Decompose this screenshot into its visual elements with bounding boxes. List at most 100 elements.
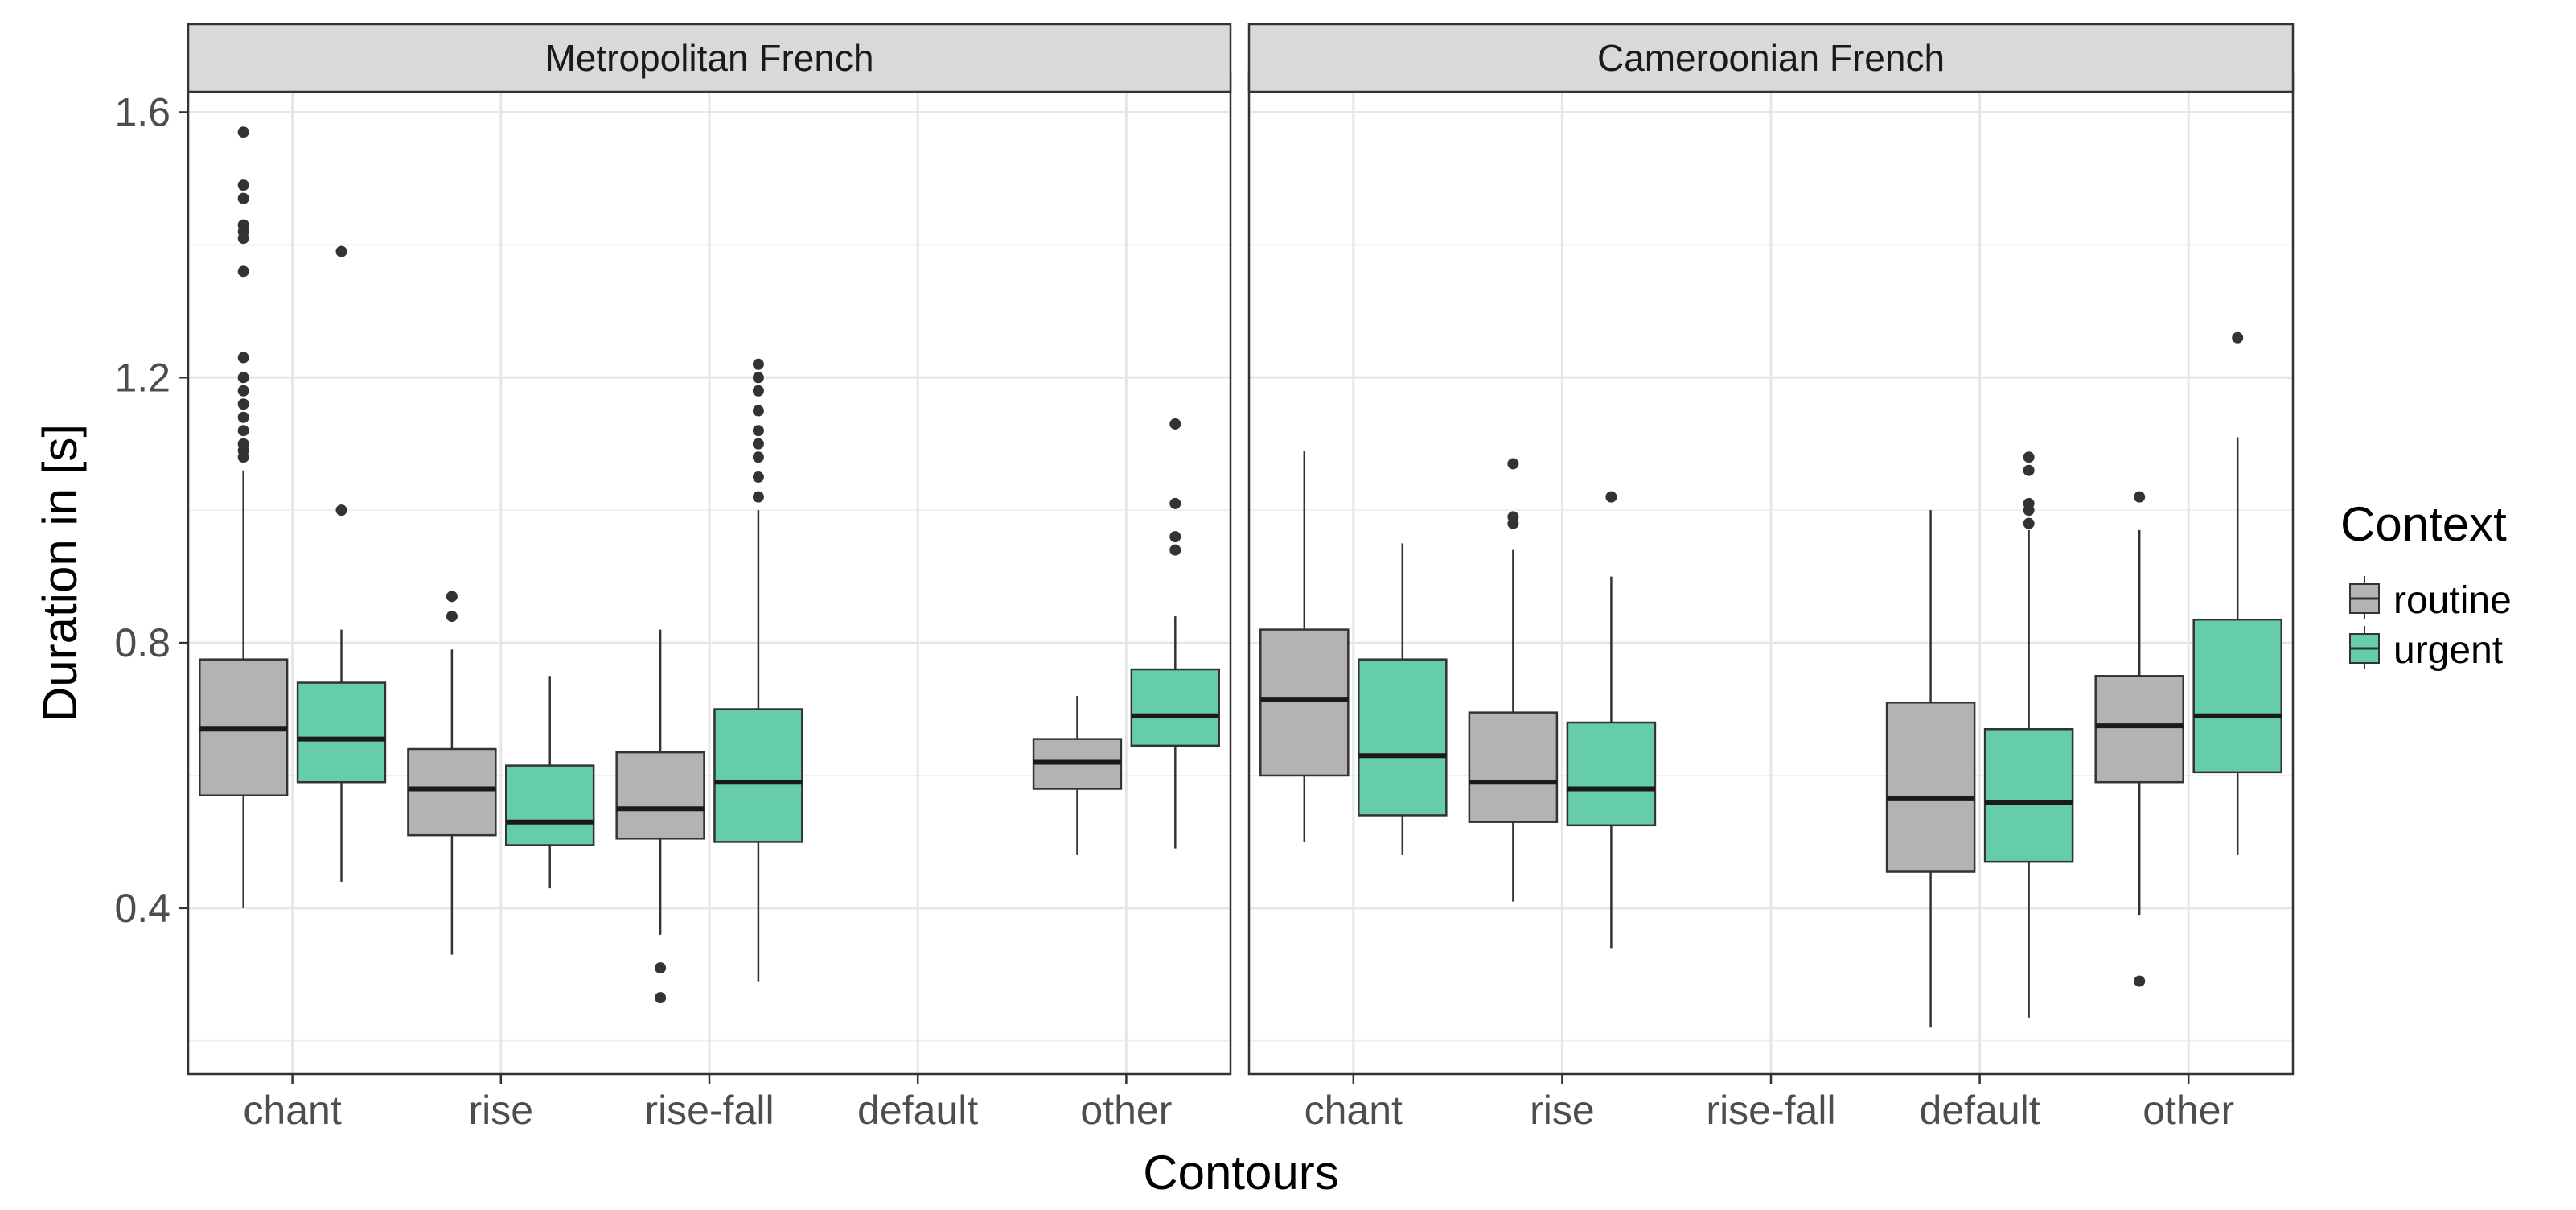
outlier-point (237, 385, 249, 397)
x-tick-label: rise (1530, 1088, 1595, 1133)
legend: Context routine urgent (2340, 497, 2512, 672)
box-body (1566, 721, 1657, 827)
outlier-point (2023, 497, 2035, 509)
outlier-point (2232, 331, 2244, 344)
outlier-point (237, 425, 249, 437)
outlier-point (1169, 418, 1181, 430)
outlier-point (237, 219, 249, 231)
outlier-point (1605, 491, 1617, 503)
x-tick-label: rise (469, 1088, 534, 1133)
y-tick-label: 1.2 (114, 355, 171, 400)
y-axis-title: Duration in [s] (33, 424, 87, 722)
box-chant-urgent (1358, 543, 1448, 855)
outlier-point (446, 591, 458, 603)
outlier-point (752, 358, 764, 370)
outlier-point (1507, 458, 1519, 470)
box-other-urgent (1130, 418, 1220, 849)
box-body (1885, 702, 1976, 873)
x-tick-label: rise-fall (1706, 1088, 1835, 1133)
strip-background (187, 23, 1232, 93)
legend-title: Context (2340, 497, 2507, 551)
legend-label: urgent (2393, 629, 2503, 672)
outlier-point (2023, 451, 2035, 463)
x-tick-label: default (857, 1088, 978, 1133)
box-rise-urgent (1566, 491, 1657, 949)
box-body (2094, 675, 2184, 784)
outlier-point (752, 385, 764, 397)
box-chant-urgent (296, 245, 387, 882)
outlier-point (446, 611, 458, 623)
box-default-urgent (1983, 451, 2074, 1018)
box-body (2192, 618, 2282, 774)
outlier-point (2023, 464, 2035, 476)
box-body (1259, 628, 1350, 777)
legend-item-urgent: urgent (2349, 626, 2503, 672)
panel-boxes (199, 126, 1220, 1004)
outlier-point (752, 405, 764, 417)
outlier-point (752, 438, 764, 450)
box-rise-routine (407, 591, 497, 955)
box-body (1358, 658, 1448, 817)
outlier-point (655, 962, 667, 974)
box-body (407, 747, 497, 837)
outlier-point (237, 398, 249, 410)
outlier-point (2134, 491, 2146, 503)
x-tick-label: chant (243, 1088, 341, 1133)
box-chant-routine (1259, 450, 1350, 842)
outlier-point (1169, 531, 1181, 543)
box-rise-urgent (505, 676, 595, 889)
outlier-point (237, 411, 249, 423)
panel-metropolitan-french: Metropolitan French (187, 23, 1232, 1076)
y-tick-label: 0.8 (114, 620, 171, 665)
legend-items: routine urgent (2349, 576, 2512, 672)
outlier-point (237, 179, 249, 191)
outlier-point (2023, 517, 2035, 529)
outlier-point (2134, 975, 2146, 987)
box-other-urgent (2192, 331, 2282, 855)
y-tick-label: 0.4 (114, 886, 171, 931)
box-rise-routine (1468, 458, 1559, 902)
outlier-point (752, 491, 764, 503)
box-other-routine (1032, 696, 1123, 855)
outlier-point (237, 126, 249, 138)
outlier-point (752, 471, 764, 483)
outlier-point (237, 265, 249, 278)
panel-gridlines (188, 72, 1230, 1074)
strip-label: Metropolitan French (544, 37, 873, 79)
x-tick-label: default (1920, 1088, 2040, 1133)
box-body (615, 751, 705, 840)
panel-boxes (1259, 331, 2282, 1028)
outlier-point (335, 504, 347, 517)
box-body (296, 681, 387, 784)
outlier-point (752, 451, 764, 463)
outlier-point (1507, 511, 1519, 523)
x-tick-label: other (2143, 1088, 2234, 1133)
box-chant-routine (199, 126, 289, 908)
x-axis-title: Contours (1143, 1146, 1338, 1200)
y-tick-label: 1.6 (114, 89, 171, 134)
outlier-point (1169, 497, 1181, 509)
outlier-point (1169, 544, 1181, 556)
strip-background (1247, 23, 2295, 93)
outlier-point (237, 438, 249, 450)
box-rise-fall-urgent (713, 358, 803, 982)
panel-cameroonian-french: Cameroonian French (1247, 23, 2295, 1076)
x-axis: chant rise rise-fall default other chant rise r… (243, 1074, 2234, 1133)
box-rise-fall-routine (615, 629, 705, 1004)
x-tick-label: chant (1304, 1088, 1403, 1133)
box-body (1468, 711, 1559, 823)
outlier-point (237, 352, 249, 364)
outlier-point (237, 192, 249, 204)
box-body (505, 764, 595, 846)
legend-label: routine (2393, 579, 2512, 622)
box-body (1983, 728, 2074, 863)
legend-item-routine: routine (2349, 576, 2512, 622)
box-default-routine (1885, 510, 1976, 1028)
box-body (1130, 668, 1220, 747)
outlier-point (655, 992, 667, 1004)
box-body (713, 708, 803, 843)
outlier-point (752, 425, 764, 437)
outlier-point (237, 372, 249, 384)
outlier-point (335, 245, 347, 257)
